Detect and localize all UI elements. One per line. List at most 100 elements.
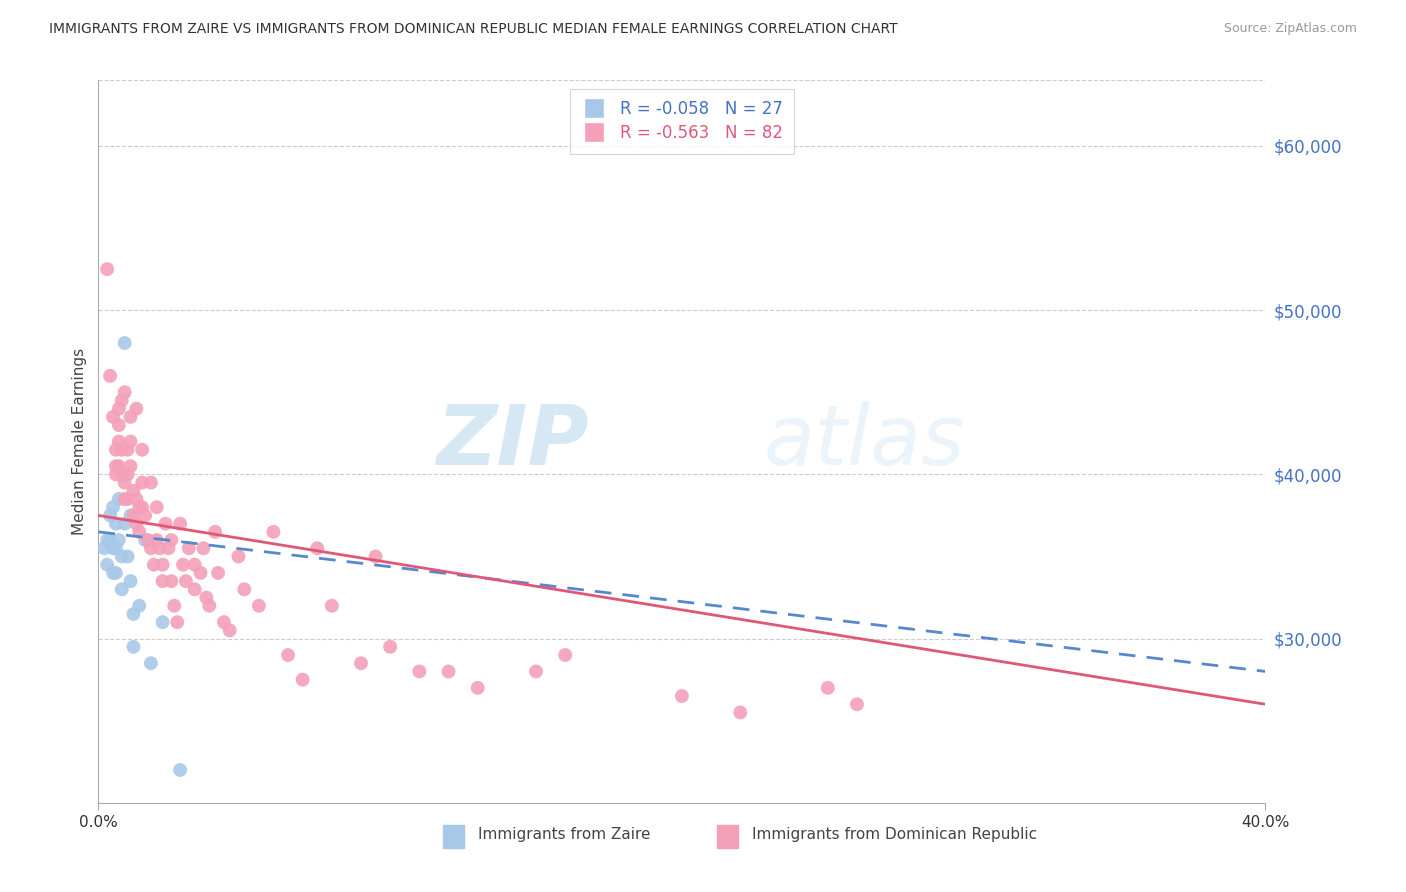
Point: [111, 582, 134, 597]
Point: [108, 459, 131, 474]
Point: [155, 516, 177, 531]
Point: [98, 368, 121, 383]
Point: [120, 434, 142, 449]
Point: [262, 524, 284, 539]
Bar: [717, 825, 738, 848]
Legend: R = -0.058   N = 27, R = -0.563   N = 82: R = -0.058 N = 27, R = -0.563 N = 82: [569, 88, 794, 153]
Point: [111, 393, 134, 408]
Point: [96, 533, 118, 547]
Point: [117, 442, 139, 457]
Point: [730, 706, 752, 720]
Point: [104, 566, 127, 580]
Point: [111, 467, 134, 482]
Point: [172, 558, 194, 572]
Point: [108, 491, 131, 506]
Point: [108, 418, 131, 433]
Point: [321, 599, 343, 613]
Point: [437, 665, 460, 679]
Point: [120, 459, 142, 474]
Point: [146, 500, 169, 515]
Point: [218, 624, 240, 638]
Point: [104, 516, 127, 531]
Point: [125, 491, 148, 506]
Point: [233, 582, 256, 597]
Point: [350, 657, 373, 671]
Point: [131, 442, 153, 457]
Point: [291, 673, 314, 687]
Point: [108, 401, 131, 416]
Point: [177, 541, 200, 556]
Point: [134, 533, 156, 547]
Point: [104, 459, 127, 474]
Point: [114, 385, 136, 400]
Point: [247, 599, 270, 613]
Point: [307, 541, 329, 556]
Point: [122, 640, 145, 654]
Point: [166, 615, 188, 630]
Point: [108, 434, 131, 449]
Point: [139, 475, 162, 490]
Point: [152, 574, 174, 588]
Point: [212, 615, 235, 630]
Point: [408, 665, 430, 679]
Point: [101, 500, 124, 515]
Point: [122, 607, 145, 621]
Point: [117, 549, 139, 564]
Point: [98, 533, 121, 547]
Point: [120, 508, 142, 523]
Point: [364, 549, 387, 564]
Point: [111, 442, 134, 457]
Point: [104, 442, 127, 457]
Point: [163, 599, 186, 613]
Point: [125, 516, 148, 531]
Point: [204, 524, 226, 539]
Text: ZIP: ZIP: [436, 401, 589, 482]
Point: [195, 591, 218, 605]
Point: [193, 541, 215, 556]
Point: [134, 508, 156, 523]
Point: [146, 533, 169, 547]
Point: [128, 524, 150, 539]
Point: [207, 566, 229, 580]
Bar: [443, 825, 464, 848]
Point: [98, 508, 121, 523]
Point: [136, 533, 159, 547]
Point: [117, 491, 139, 506]
Point: [169, 763, 191, 777]
Point: [108, 533, 131, 547]
Point: [101, 409, 124, 424]
Text: Immigrants from Zaire: Immigrants from Zaire: [478, 827, 650, 842]
Point: [277, 648, 299, 662]
Point: [817, 681, 839, 695]
Point: [671, 689, 693, 703]
Text: Immigrants from Dominican Republic: Immigrants from Dominican Republic: [752, 827, 1038, 842]
Point: [114, 516, 136, 531]
Point: [198, 599, 221, 613]
Point: [157, 541, 180, 556]
Point: [160, 533, 183, 547]
Point: [122, 508, 145, 523]
Point: [104, 541, 127, 556]
Text: IMMIGRANTS FROM ZAIRE VS IMMIGRANTS FROM DOMINICAN REPUBLIC MEDIAN FEMALE EARNIN: IMMIGRANTS FROM ZAIRE VS IMMIGRANTS FROM…: [49, 22, 898, 37]
Point: [120, 409, 142, 424]
Point: [128, 500, 150, 515]
Point: [104, 467, 127, 482]
Point: [554, 648, 576, 662]
Point: [131, 475, 153, 490]
Point: [139, 657, 162, 671]
Point: [122, 483, 145, 498]
Point: [142, 558, 165, 572]
Point: [149, 541, 172, 556]
Point: [101, 541, 124, 556]
Point: [152, 615, 174, 630]
Point: [524, 665, 547, 679]
Point: [96, 262, 118, 277]
Point: [846, 698, 869, 712]
Point: [114, 491, 136, 506]
Point: [160, 574, 183, 588]
Point: [228, 549, 250, 564]
Point: [174, 574, 197, 588]
Y-axis label: Median Female Earnings: Median Female Earnings: [72, 348, 87, 535]
Point: [96, 558, 118, 572]
Point: [131, 500, 153, 515]
